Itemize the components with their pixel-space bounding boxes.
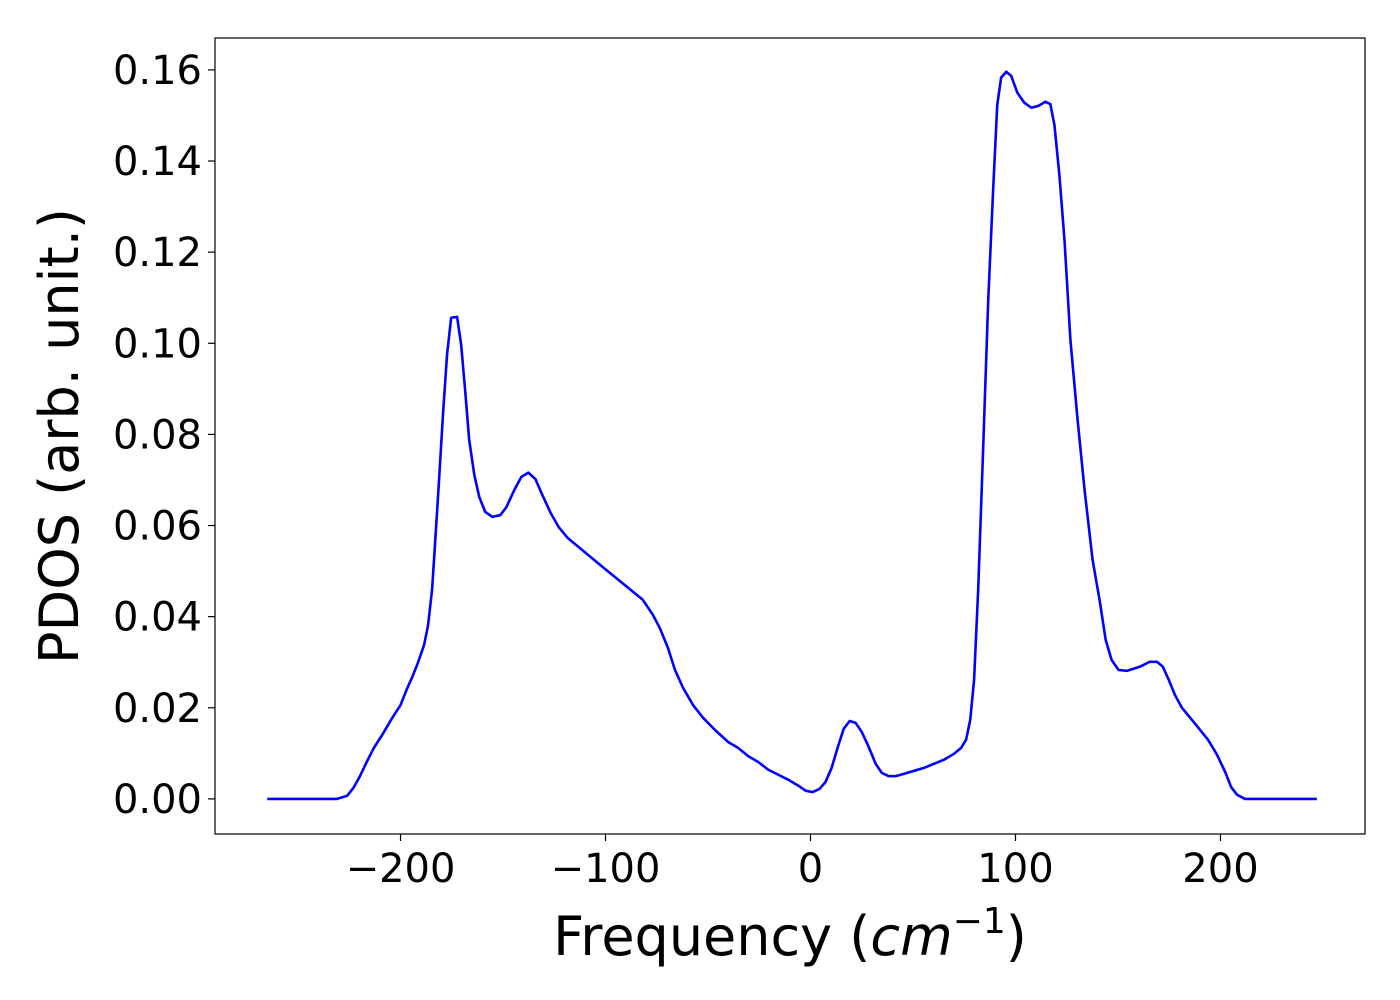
x-label-part: −1	[953, 901, 1006, 942]
x-axis-label: Frequency (cm−1)	[553, 901, 1027, 968]
y-tick-label: 0.16	[113, 48, 202, 94]
plot-frame	[214, 37, 1366, 835]
pdos-line	[267, 70, 1317, 801]
x-label-part: cm	[870, 905, 952, 968]
y-tick-label: 0.00	[113, 777, 202, 823]
y-tick-label: 0.14	[113, 139, 202, 185]
x-tick-label: 0	[798, 846, 823, 892]
y-tick-label: 0.06	[113, 504, 202, 550]
x-tick-label: −200	[346, 846, 456, 892]
y-tick-label: 0.08	[113, 412, 202, 458]
y-axis-label: PDOS (arb. unit.)	[28, 208, 91, 664]
x-label-part: Frequency (	[553, 905, 870, 968]
x-tick-label: 100	[977, 846, 1053, 892]
y-tick-label: 0.10	[113, 321, 202, 367]
x-tick-label: 200	[1182, 846, 1258, 892]
x-label-part: )	[1006, 905, 1027, 968]
y-tick-label: 0.02	[113, 686, 202, 732]
x-tick-label: −100	[551, 846, 661, 892]
y-tick-label: 0.04	[113, 595, 202, 641]
y-tick-label: 0.12	[113, 230, 202, 276]
